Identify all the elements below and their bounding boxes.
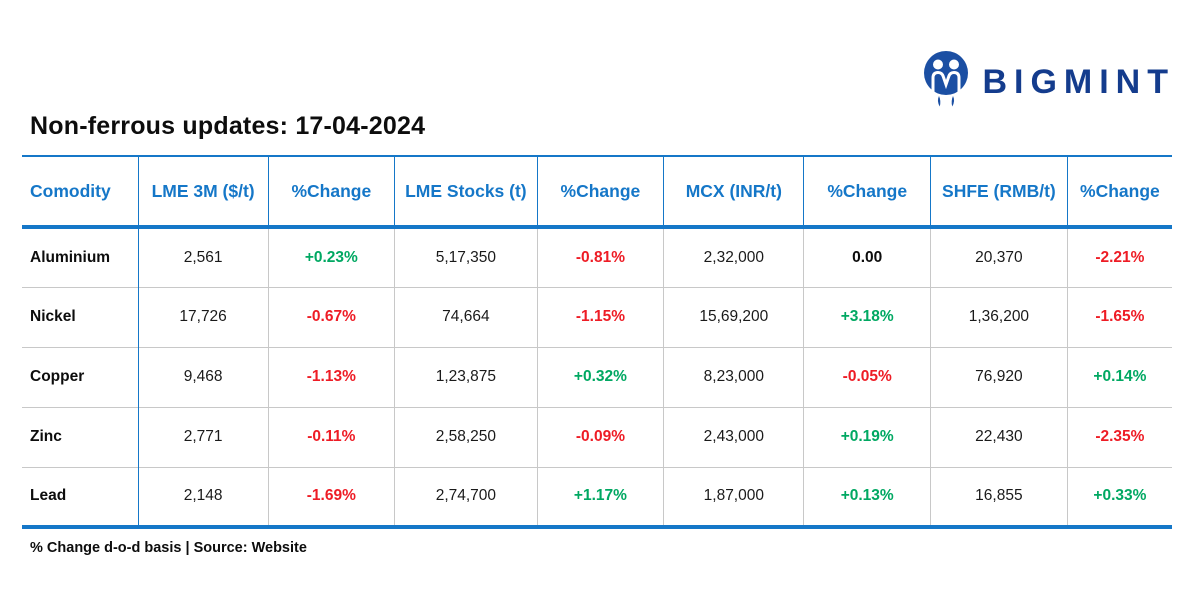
column-header: LME Stocks (t) bbox=[394, 156, 538, 227]
table-cell: 2,148 bbox=[137, 466, 269, 527]
page-title: Non-ferrous updates: 17-04-2024 bbox=[30, 112, 426, 140]
table-cell: -1.15% bbox=[536, 286, 664, 347]
table-cell: 22,430 bbox=[929, 406, 1068, 467]
column-header: %Change bbox=[267, 156, 395, 227]
footer-note: % Change d-o-d basis | Source: Website bbox=[30, 540, 307, 556]
table-cell: +1.17% bbox=[536, 466, 664, 527]
commodity-name: Aluminium bbox=[30, 248, 111, 266]
table-cell: 5,17,350 bbox=[394, 227, 538, 287]
table-cell: 17,726 bbox=[137, 286, 269, 347]
table-cell: 2,74,700 bbox=[394, 466, 538, 527]
table-cell: 2,32,000 bbox=[663, 227, 804, 287]
table-cell: +0.32% bbox=[536, 346, 664, 407]
table-cell: -2.35% bbox=[1066, 406, 1172, 467]
column-header: SHFE (RMB/t) bbox=[929, 156, 1068, 227]
table-cell: 8,23,000 bbox=[663, 346, 804, 407]
brand-logo: BIGMINT bbox=[921, 50, 1175, 113]
table-cell: 20,370 bbox=[929, 227, 1068, 287]
commodity-name: Lead bbox=[22, 466, 139, 527]
brand-name: BIGMINT bbox=[982, 62, 1175, 101]
bigmint-people-logo-icon bbox=[921, 50, 971, 113]
table-body: Aluminium 2,561 +0.23% 5,17,350 -0.81% 2,32,0… bbox=[22, 227, 1172, 527]
table-cell: -0.09% bbox=[536, 406, 664, 467]
table-cell: +0.23% bbox=[267, 227, 395, 287]
table-cell: 2,43,000 bbox=[663, 406, 804, 467]
table-cell: 9,468 bbox=[137, 346, 269, 407]
table-cell: +0.33% bbox=[1066, 466, 1172, 527]
column-header: %Change bbox=[803, 156, 931, 227]
table-cell: +0.14% bbox=[1066, 346, 1172, 407]
commodity-table: Comodity LME 3M ($/t) %Change LME Stocks (t… bbox=[22, 155, 1172, 529]
column-header: MCX (INR/t) bbox=[663, 156, 804, 227]
table-cell: 16,855 bbox=[929, 466, 1068, 527]
table-cell: +3.18% bbox=[803, 286, 931, 347]
commodity-name: Zinc bbox=[22, 406, 139, 467]
table-cell: -0.67% bbox=[267, 286, 395, 347]
table-row: Aluminium 2,561 +0.23% 5,17,350 -0.81% 2,32,0… bbox=[22, 227, 1172, 287]
column-header: %Change bbox=[536, 156, 664, 227]
table-cell: 15,69,200 bbox=[663, 286, 804, 347]
table-cell: 2,58,250 bbox=[394, 406, 538, 467]
table-cell: -1.65% bbox=[1066, 286, 1172, 347]
table-cell: -0.11% bbox=[267, 406, 395, 467]
table-cell: -1.13% bbox=[267, 346, 395, 407]
table-cell: -1.69% bbox=[267, 466, 395, 527]
column-header: LME 3M ($/t) bbox=[137, 156, 269, 227]
table-cell: -2.21% bbox=[1066, 227, 1172, 287]
table-cell: -0.81% bbox=[536, 227, 664, 287]
table-row: Zinc 2,771 -0.11% 2,58,250 -0.09% 2,43,000 +0.… bbox=[22, 406, 1172, 467]
table-cell: +0.13% bbox=[803, 466, 931, 527]
table-cell: +0.19% bbox=[803, 406, 931, 467]
table-cell: 1,87,000 bbox=[663, 466, 804, 527]
column-header: %Change bbox=[1066, 156, 1172, 227]
table-header-row: Comodity LME 3M ($/t) %Change LME Stocks (t… bbox=[22, 156, 1172, 227]
table-row: Lead 2,148 -1.69% 2,74,700 +1.17% 1,87,000 +0.… bbox=[22, 466, 1172, 527]
table-row: Nickel 17,726 -0.67% 74,664 -1.15% 15,69,200 +… bbox=[22, 286, 1172, 347]
table-cell: 2,561 bbox=[137, 227, 269, 287]
commodity-table-container: Comodity LME 3M ($/t) %Change LME Stocks (t… bbox=[22, 155, 1172, 529]
table-cell: -0.05% bbox=[803, 346, 931, 407]
table-cell: 2,771 bbox=[137, 406, 269, 467]
table-row: Copper 9,468 -1.13% 1,23,875 +0.32% 8,23,000-… bbox=[22, 346, 1172, 407]
table-cell: 76,920 bbox=[929, 346, 1068, 407]
column-header: Comodity bbox=[22, 156, 139, 227]
table-cell: 74,664 bbox=[394, 286, 538, 347]
table-cell: 1,36,200 bbox=[929, 286, 1068, 347]
commodity-name: Copper bbox=[22, 346, 139, 407]
table-cell: 1,23,875 bbox=[394, 346, 538, 407]
table-cell: 0.00 bbox=[803, 227, 931, 287]
commodity-name: Nickel bbox=[22, 286, 139, 347]
